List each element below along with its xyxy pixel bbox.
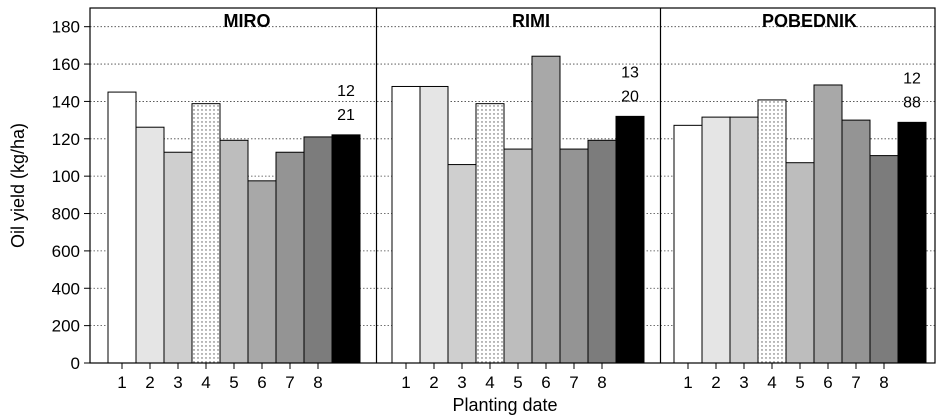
bar-pobednik-3 — [729, 116, 759, 364]
x-tick-label: 7 — [569, 373, 578, 392]
y-axis-title: Oil yield (kg/ha) — [8, 123, 28, 248]
y-tick-label: 100 — [52, 167, 80, 186]
x-tick-label: 3 — [739, 373, 748, 392]
average-label: 21 — [337, 107, 355, 124]
bar-miro-8 — [303, 136, 333, 364]
plot-border — [89, 7, 936, 364]
y-tick-label: 200 — [52, 317, 80, 336]
average-label: 12 — [903, 70, 921, 87]
bar-pobednik-6 — [813, 84, 843, 364]
average-label: 20 — [621, 88, 639, 105]
bar-rimi-6 — [531, 55, 561, 364]
bar-pobednik-average — [897, 121, 927, 364]
axes — [84, 26, 885, 369]
y-tick-label: 120 — [52, 130, 80, 149]
bar-pobednik-7 — [841, 119, 871, 364]
bar-rimi-4 — [475, 103, 505, 364]
bar-miro-2 — [135, 126, 165, 364]
bar-rimi-3 — [447, 164, 477, 364]
panel-title: RIMI — [512, 11, 550, 31]
x-tick-label: 2 — [429, 373, 438, 392]
y-tick-label: 600 — [52, 242, 80, 261]
average-label: 88 — [903, 94, 921, 111]
bar-pobednik-8 — [869, 155, 899, 364]
x-tick-label: 4 — [485, 373, 494, 392]
bar-miro-1 — [107, 91, 137, 364]
bar-miro-7 — [275, 151, 305, 364]
bar-rimi-2 — [419, 85, 449, 364]
x-tick-label: 8 — [879, 373, 888, 392]
average-label: 13 — [621, 64, 639, 81]
plot-frame — [89, 7, 936, 364]
x-tick-label: 1 — [117, 373, 126, 392]
x-tick-label: 4 — [201, 373, 210, 392]
x-tick-label: 7 — [851, 373, 860, 392]
x-tick-label: 6 — [541, 373, 550, 392]
panel-title: MIRO — [224, 11, 271, 31]
x-tick-label: 7 — [285, 373, 294, 392]
x-tick-label: 5 — [795, 373, 804, 392]
bars — [107, 55, 927, 364]
bar-rimi-1 — [391, 85, 421, 364]
x-tick-label: 3 — [457, 373, 466, 392]
bar-miro-average — [331, 134, 361, 364]
x-tick-label: 5 — [229, 373, 238, 392]
panel-title: POBEDNIK — [762, 11, 857, 31]
y-tick-label: 180 — [52, 18, 80, 37]
x-tick-label: 6 — [823, 373, 832, 392]
y-tick-label: 400 — [52, 279, 80, 298]
x-tick-label: 2 — [145, 373, 154, 392]
x-tick-label: 1 — [683, 373, 692, 392]
y-tick-label: 0 — [71, 354, 80, 373]
average-label: 12 — [337, 83, 355, 100]
bar-miro-4 — [191, 103, 221, 364]
bar-rimi-7 — [559, 148, 589, 364]
x-tick-label: 8 — [597, 373, 606, 392]
x-tick-label: 3 — [173, 373, 182, 392]
bar-pobednik-1 — [673, 124, 703, 364]
y-tick-label: 160 — [52, 55, 80, 74]
bar-pobednik-5 — [785, 162, 815, 364]
bar-rimi-average — [615, 115, 645, 364]
x-tick-label: 4 — [767, 373, 776, 392]
x-tick-label: 1 — [401, 373, 410, 392]
y-tick-label: 800 — [52, 205, 80, 224]
x-tick-label: 5 — [513, 373, 522, 392]
bar-pobednik-4 — [757, 99, 787, 364]
y-tick-label: 140 — [52, 92, 80, 111]
x-tick-label: 6 — [257, 373, 266, 392]
bar-rimi-5 — [503, 148, 533, 364]
x-axis-title: Planting date — [452, 395, 557, 415]
bar-pobednik-2 — [701, 116, 731, 364]
bar-miro-6 — [247, 180, 277, 364]
x-tick-label: 8 — [313, 373, 322, 392]
bar-rimi-8 — [587, 139, 617, 364]
bar-miro-3 — [163, 151, 193, 364]
x-tick-label: 2 — [711, 373, 720, 392]
bar-miro-5 — [219, 139, 249, 364]
